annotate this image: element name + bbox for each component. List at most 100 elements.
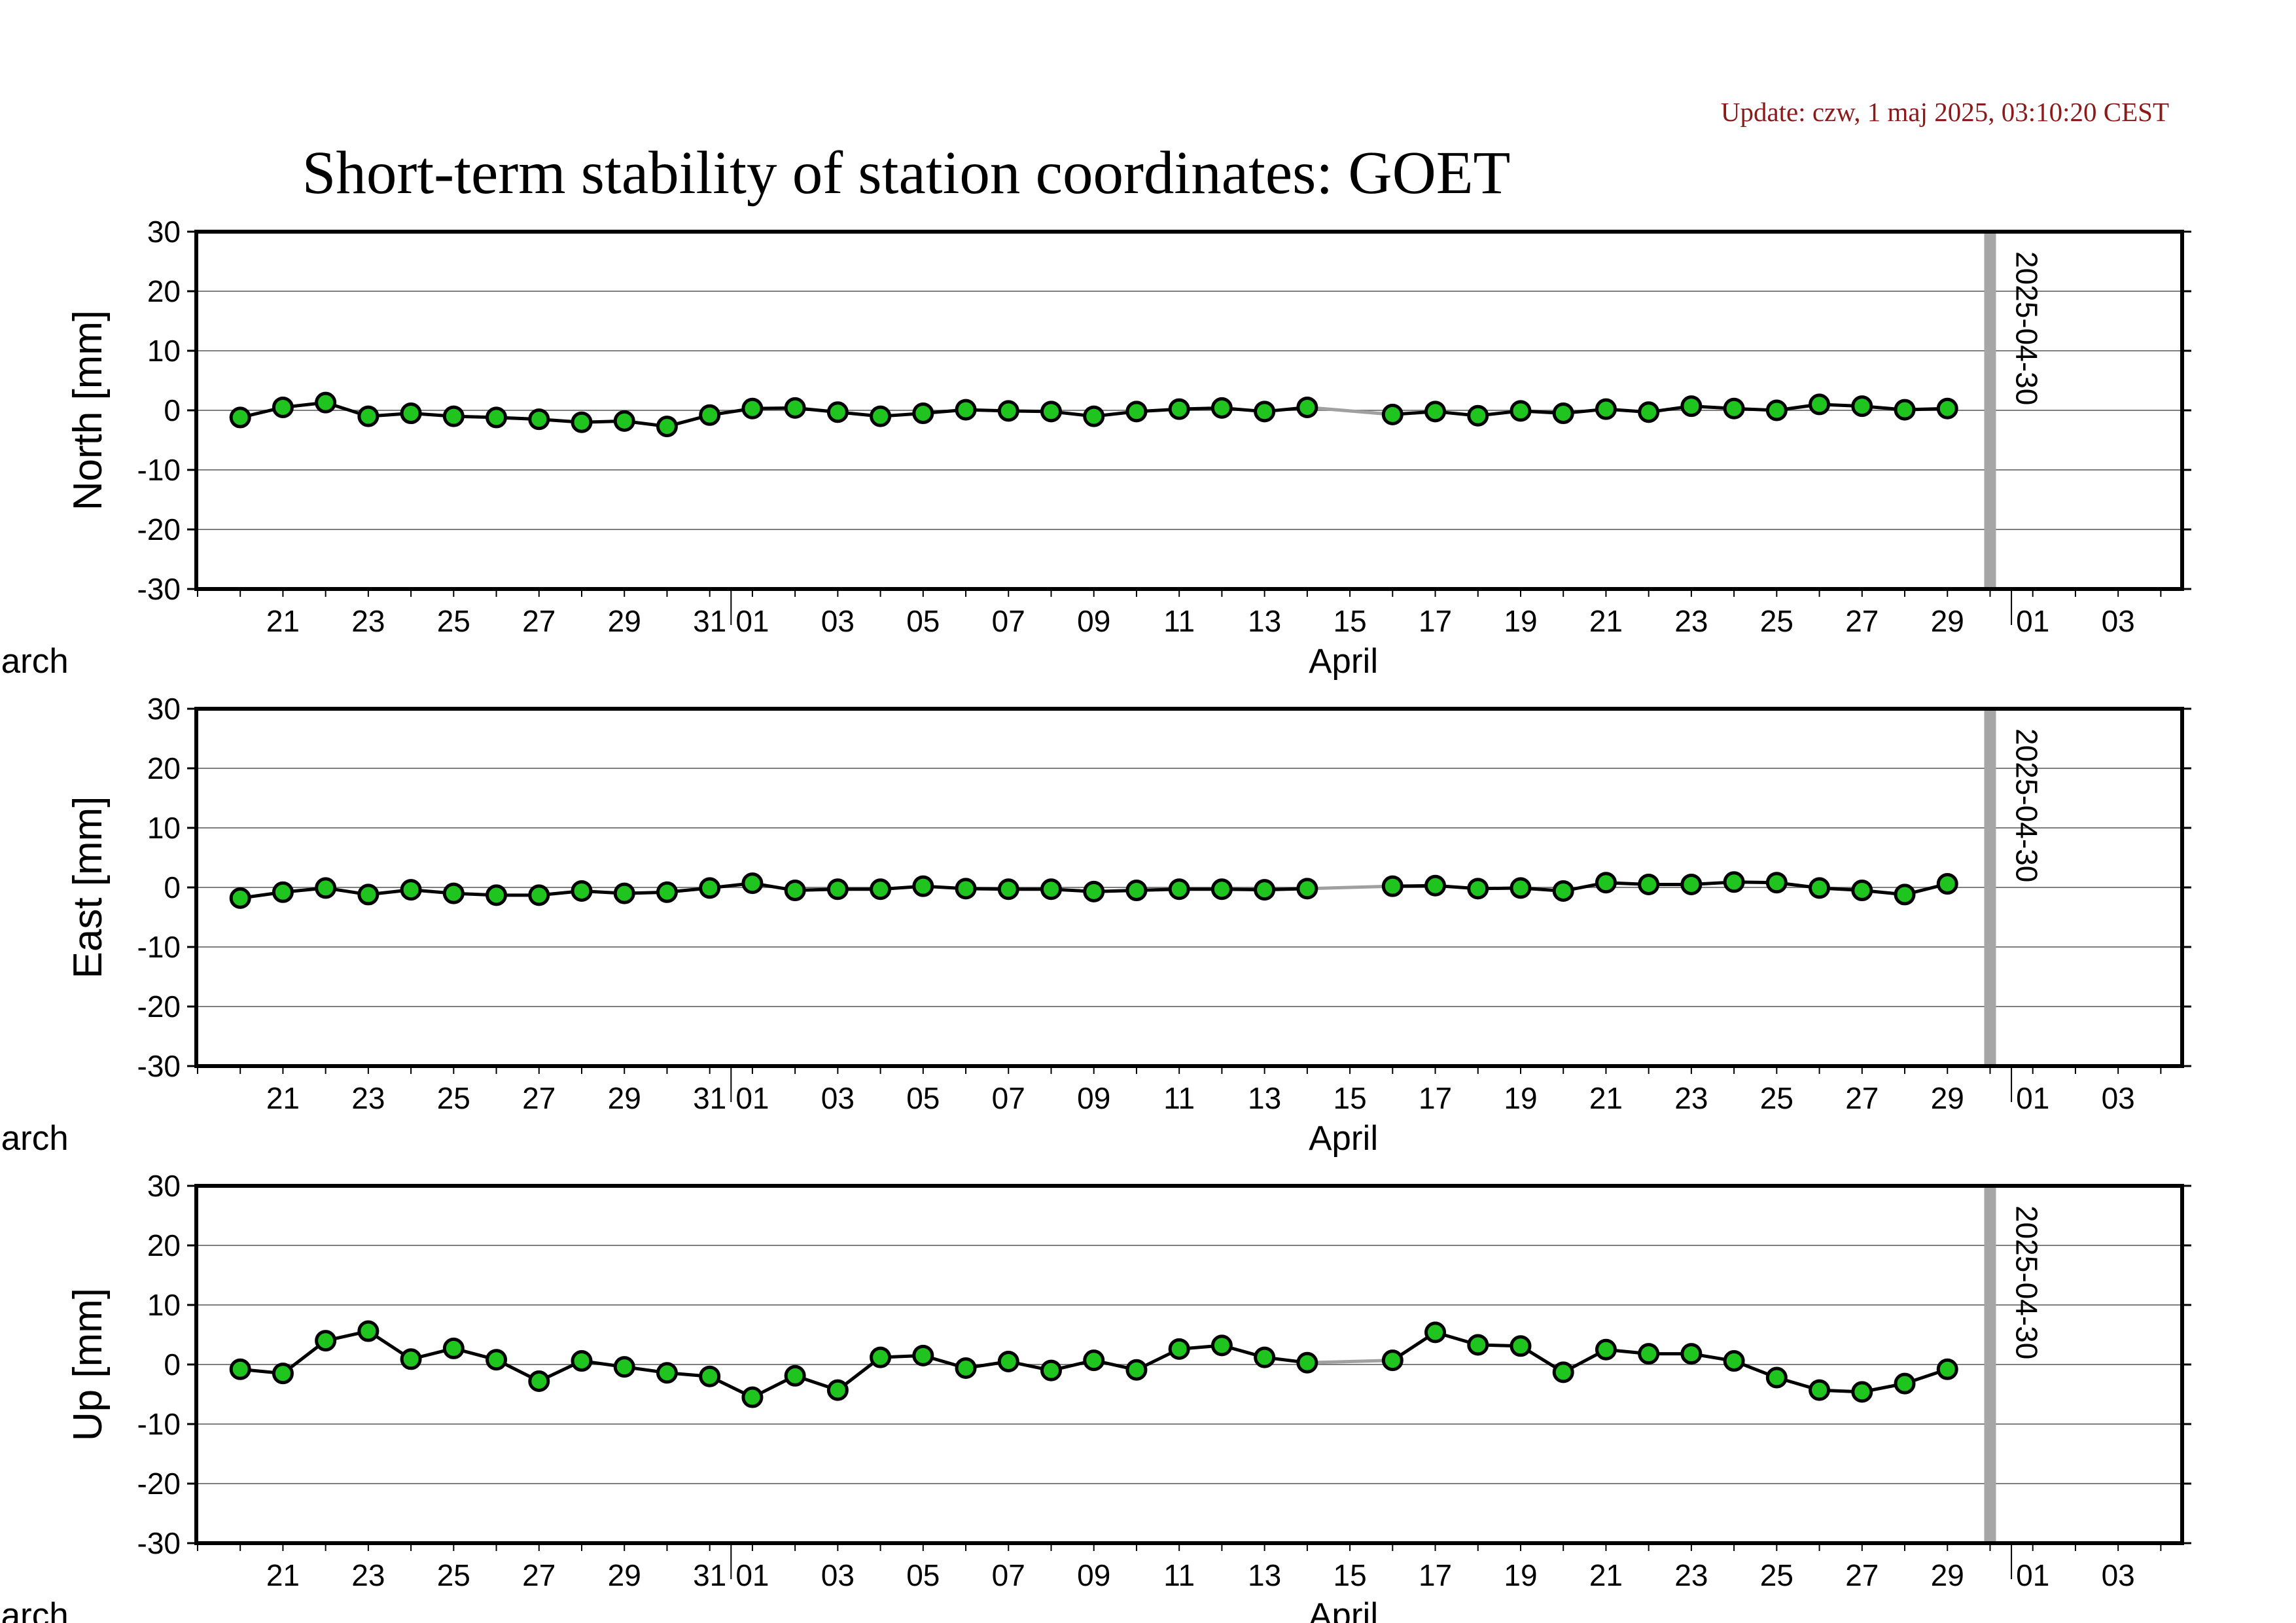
data-point <box>912 1344 934 1366</box>
x-tick-label: 05 <box>906 1558 940 1592</box>
y-tick-label: 10 <box>147 1288 181 1322</box>
y-axis-label: North [mm] <box>65 310 111 511</box>
x-tick-label: 13 <box>1248 604 1281 638</box>
data-point <box>955 878 977 900</box>
data-point <box>1809 1379 1831 1401</box>
x-tick-label: 27 <box>522 604 556 638</box>
date-marker-label: 2025-04-30 <box>2009 251 2043 405</box>
data-point <box>997 878 1019 901</box>
x-tick-label: 03 <box>2102 1558 2135 1592</box>
data-point <box>315 1330 337 1352</box>
data-point <box>955 399 977 421</box>
x-tick-label: 11 <box>1163 1558 1195 1592</box>
y-tick-label: 30 <box>147 1169 181 1203</box>
data-point <box>1936 1358 1958 1380</box>
x-tick-label: 15 <box>1333 604 1366 638</box>
x-tick-label: 07 <box>992 1558 1025 1592</box>
data-point <box>1210 1334 1233 1357</box>
x-tick-label: 05 <box>906 1081 940 1115</box>
y-tick-label: 30 <box>147 215 181 249</box>
x-tick-label: 29 <box>608 604 641 638</box>
x-tick-label: 21 <box>266 1081 300 1115</box>
data-point <box>229 1358 251 1380</box>
x-tick-label: 23 <box>1674 1558 1708 1592</box>
data-point <box>571 880 593 902</box>
data-point <box>1381 1349 1404 1372</box>
x-tick-label: 27 <box>1845 1558 1879 1592</box>
month-label: March <box>0 1119 69 1158</box>
data-point <box>1851 1381 1873 1403</box>
x-tick-label: 19 <box>1504 604 1537 638</box>
data-point <box>272 396 294 418</box>
data-point <box>1894 1372 1916 1395</box>
x-tick-label: 01 <box>2016 1558 2049 1592</box>
x-tick-label: 01 <box>2016 1081 2049 1115</box>
y-tick-label: 10 <box>147 811 181 845</box>
y-tick-label: 20 <box>147 751 181 785</box>
y-tick-label: 10 <box>147 334 181 368</box>
update-timestamp: Update: czw, 1 maj 2025, 03:10:20 CEST <box>1721 97 2169 127</box>
data-point <box>784 1364 806 1387</box>
x-tick-label: 25 <box>437 1081 470 1115</box>
x-tick-label: 05 <box>906 604 940 638</box>
x-tick-label: 27 <box>522 1558 556 1592</box>
data-point <box>613 1356 635 1378</box>
chart-panel-up: 30 20 10 0 -10 -20 -30 Up [mm] 21 23 25 27 29 31 01 03 0… <box>0 1169 2191 1623</box>
data-point <box>400 879 422 901</box>
x-tick-label: 27 <box>1845 604 1879 638</box>
y-tick-label: -30 <box>137 1526 181 1560</box>
data-point <box>1552 1361 1574 1383</box>
data-point <box>1125 1359 1148 1381</box>
x-tick-label: 01 <box>735 1081 769 1115</box>
data-point <box>1723 397 1745 419</box>
x-tick-label: 25 <box>1760 1081 1793 1115</box>
x-tick-label: 31 <box>693 1558 726 1592</box>
data-point <box>1467 878 1489 900</box>
x-tick-label: 11 <box>1163 604 1195 638</box>
data-point <box>357 405 380 427</box>
data-point <box>699 404 721 426</box>
x-tick-label: 23 <box>1674 1081 1708 1115</box>
data-point <box>613 882 635 904</box>
data-point <box>1552 880 1574 902</box>
x-tick-label: 29 <box>608 1081 641 1115</box>
data-point <box>486 406 508 429</box>
data-point <box>826 1379 849 1401</box>
data-point <box>1809 877 1831 899</box>
y-tick-label: 20 <box>147 274 181 308</box>
data-point <box>571 411 593 433</box>
x-tick-label: 17 <box>1419 1081 1452 1115</box>
data-point <box>1723 1350 1745 1372</box>
x-tick-label: 29 <box>1931 1558 1964 1592</box>
data-point <box>1467 404 1489 427</box>
month-label: April <box>1309 1119 1378 1158</box>
x-tick-label: 31 <box>693 604 726 638</box>
data-point <box>1510 877 1532 899</box>
data-point <box>1680 873 1703 895</box>
data-point <box>1254 401 1276 423</box>
data-point <box>656 881 678 903</box>
x-tick-label: 27 <box>1845 1081 1879 1115</box>
data-point <box>1595 398 1617 420</box>
data-point <box>870 1346 892 1368</box>
x-tick-label: 23 <box>351 1558 385 1592</box>
data-point <box>656 1362 678 1384</box>
data-point <box>1083 880 1105 902</box>
data-point <box>1381 875 1404 897</box>
data-point <box>1765 1366 1788 1389</box>
data-point <box>1168 1338 1190 1360</box>
data-point <box>955 1357 977 1379</box>
data-point <box>1552 402 1574 425</box>
data-point <box>1851 395 1873 418</box>
data-point <box>272 1363 294 1385</box>
data-point <box>912 875 934 897</box>
data-point <box>528 408 550 431</box>
data-point <box>1125 880 1148 902</box>
x-tick-label: 21 <box>1589 1558 1623 1592</box>
x-tick-label: 11 <box>1163 1081 1195 1115</box>
data-point <box>1424 401 1447 423</box>
data-point <box>741 397 764 419</box>
y-tick-label: -20 <box>137 512 181 546</box>
x-tick-label: 07 <box>992 1081 1025 1115</box>
